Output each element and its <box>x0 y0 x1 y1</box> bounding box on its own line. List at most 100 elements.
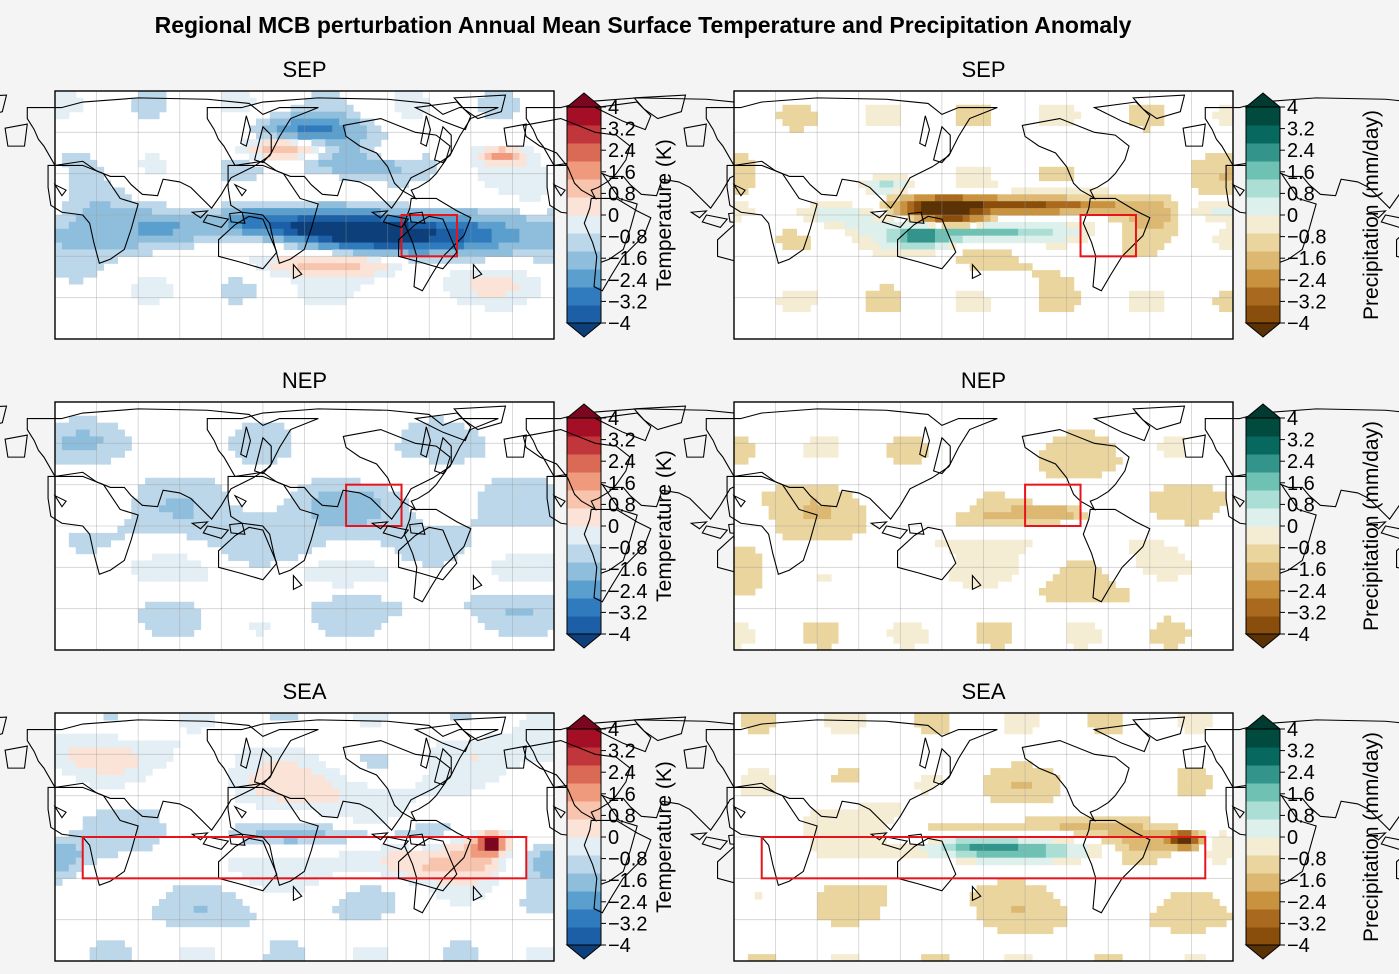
colorbar-tick-label: −0.8 <box>608 227 647 249</box>
colorbar-tick-label: 3.2 <box>1287 430 1315 452</box>
colorbar-extend-bottom <box>565 944 603 960</box>
map-frame <box>733 401 1234 651</box>
colorbar-tick-label: −0.8 <box>1287 538 1326 560</box>
colorbar-extend-top <box>565 92 603 108</box>
colorbar-label: Precipitation (mm/day) <box>1360 421 1383 631</box>
panel-title: SEP <box>282 57 326 82</box>
colorbar-tick-label: −4 <box>608 313 631 335</box>
map-frame <box>733 712 1234 962</box>
colorbar-tick-label: −2.4 <box>608 892 647 914</box>
colorbar-tick-label: −1.6 <box>1287 248 1326 270</box>
region-box <box>81 836 528 880</box>
map-frame <box>54 712 555 962</box>
map-field <box>55 91 555 339</box>
colorbar-tick-label: −2.4 <box>1287 270 1326 292</box>
colorbar-tick-label: 4 <box>608 719 619 741</box>
colorbar-tick-label: 4 <box>1287 408 1298 430</box>
colorbar-tick-label: 0 <box>1287 827 1298 849</box>
colorbar-tick-label: 4 <box>608 408 619 430</box>
colorbar-tick-label: 3.2 <box>608 741 636 763</box>
colorbar: 43.22.41.60.80−0.8−1.6−2.4−3.2−4Temperat… <box>565 92 676 338</box>
colorbar-tick-label: −3.2 <box>1287 291 1326 313</box>
panel-title: SEA <box>282 679 326 704</box>
colorbar-tick-label: −3.2 <box>1287 602 1326 624</box>
colorbar-tick-label: 0 <box>608 827 619 849</box>
colorbar-tick-label: −3.2 <box>608 602 647 624</box>
colorbar-label: Temperature (K) <box>653 450 676 602</box>
colorbar-extend-bottom <box>1244 633 1282 649</box>
colorbar-tick-label: 0.8 <box>608 183 636 205</box>
colorbar-label: Precipitation (mm/day) <box>1360 732 1383 942</box>
colorbar-extend-bottom <box>1244 944 1282 960</box>
colorbar-tick-label: 0 <box>608 516 619 538</box>
colorbar-extend-top <box>565 714 603 730</box>
colorbar-extend-bottom <box>1244 322 1282 338</box>
colorbar-tick-label: 1.6 <box>1287 162 1315 184</box>
colorbar-tick-label: −3.2 <box>1287 913 1326 935</box>
colorbar-label: Precipitation (mm/day) <box>1360 110 1383 320</box>
colorbar-extend-top <box>1244 92 1282 108</box>
colorbar: 43.22.41.60.80−0.8−1.6−2.4−3.2−4Temperat… <box>565 714 676 960</box>
colorbar: 43.22.41.60.80−0.8−1.6−2.4−3.2−4 Precipit… <box>1244 92 1383 338</box>
colorbar-tick-label: 2.4 <box>608 451 636 473</box>
map-frame <box>733 90 1234 340</box>
colorbar-tick-label: 2.4 <box>1287 451 1315 473</box>
colorbar-tick-label: −4 <box>1287 935 1310 957</box>
colorbar-tick-label: 1.6 <box>1287 473 1315 495</box>
colorbar-tick-label: 4 <box>1287 719 1298 741</box>
colorbar-tick-label: 4 <box>608 97 619 119</box>
colorbar-extend-top <box>565 403 603 419</box>
colorbar-tick-label: 3.2 <box>1287 741 1315 763</box>
colorbar-tick-label: 2.4 <box>608 140 636 162</box>
map-field <box>55 402 555 650</box>
colorbar-label: Temperature (K) <box>653 139 676 291</box>
region-box <box>1079 214 1137 258</box>
colorbar-tick-label: −4 <box>608 624 631 646</box>
colorbar-tick-label: 1.6 <box>608 784 636 806</box>
colorbar-tick-label: −0.8 <box>608 849 647 871</box>
colorbar-tick-label: −2.4 <box>608 581 647 603</box>
colorbar-tick-label: 3.2 <box>1287 119 1315 141</box>
colorbar-tick-label: 0 <box>1287 516 1298 538</box>
region-box <box>400 214 458 258</box>
colorbar-tick-label: 0.8 <box>1287 183 1315 205</box>
colorbar-tick-label: 0.8 <box>1287 805 1315 827</box>
colorbar-tick-label: 0.8 <box>608 494 636 516</box>
gridlines <box>734 402 1233 650</box>
colorbar-tick-label: −2.4 <box>1287 581 1326 603</box>
panel-title: SEP <box>961 57 1005 82</box>
colorbar: 43.22.41.60.80−0.8−1.6−2.4−3.2−4 Precipit… <box>1244 714 1383 960</box>
panel-title: NEP <box>961 368 1006 393</box>
map-frame <box>54 401 555 651</box>
map-field <box>734 402 1233 651</box>
colorbar-tick-label: −0.8 <box>1287 849 1326 871</box>
region-box <box>1024 483 1082 527</box>
colorbar-tick-label: 2.4 <box>1287 140 1315 162</box>
colorbar-label: Temperature (K) <box>653 761 676 913</box>
gridlines <box>734 91 1233 339</box>
region-box <box>760 836 1207 880</box>
colorbar-tick-label: −4 <box>1287 313 1310 335</box>
colorbar: 43.22.41.60.80−0.8−1.6−2.4−3.2−4Temperat… <box>565 403 676 649</box>
panel-title: SEA <box>961 679 1005 704</box>
colorbar-extend-top <box>1244 714 1282 730</box>
colorbar-tick-label: −1.6 <box>1287 559 1326 581</box>
colorbar-tick-label: −4 <box>1287 624 1310 646</box>
map-frame <box>54 90 555 340</box>
colorbar-tick-label: 1.6 <box>608 162 636 184</box>
colorbar-extend-bottom <box>565 322 603 338</box>
colorbar-tick-label: 1.6 <box>1287 784 1315 806</box>
colorbar-tick-label: −2.4 <box>608 270 647 292</box>
figure-title: Regional MCB perturbation Annual Mean Su… <box>155 12 1132 38</box>
colorbar-tick-label: 0 <box>608 205 619 227</box>
gridlines <box>55 402 554 650</box>
colorbar-tick-label: −3.2 <box>608 913 647 935</box>
colorbar-tick-label: 2.4 <box>608 762 636 784</box>
colorbar-tick-label: 3.2 <box>608 119 636 141</box>
colorbar-tick-label: −1.6 <box>1287 870 1326 892</box>
map-field <box>734 91 1234 339</box>
colorbar-extend-bottom <box>565 633 603 649</box>
colorbar-tick-label: 0.8 <box>1287 494 1315 516</box>
colorbar-tick-label: 4 <box>1287 97 1298 119</box>
